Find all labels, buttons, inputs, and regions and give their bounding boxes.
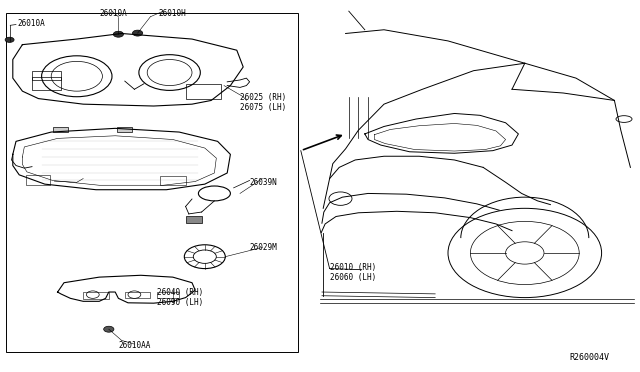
Text: 26010A: 26010A bbox=[99, 9, 127, 18]
Bar bbox=[125, 292, 150, 298]
Text: 26010H: 26010H bbox=[159, 9, 186, 18]
Bar bbox=[157, 292, 179, 298]
Bar bbox=[83, 292, 109, 299]
Bar bbox=[6, 13, 298, 352]
Text: R260004V: R260004V bbox=[570, 353, 610, 362]
Bar bbox=[32, 71, 61, 80]
Bar bbox=[186, 84, 221, 99]
Bar bbox=[186, 216, 202, 223]
Text: 26010 (RH)
26060 (LH): 26010 (RH) 26060 (LH) bbox=[330, 263, 376, 282]
Bar bbox=[32, 77, 61, 90]
Text: 26010AA: 26010AA bbox=[118, 341, 151, 350]
Bar bbox=[26, 175, 50, 185]
Bar bbox=[160, 176, 186, 185]
Circle shape bbox=[132, 30, 143, 36]
Text: 26040 (RH)
26090 (LH): 26040 (RH) 26090 (LH) bbox=[157, 288, 203, 307]
Bar bbox=[117, 127, 132, 132]
Circle shape bbox=[5, 37, 14, 42]
Text: 26025 (RH)
26075 (LH): 26025 (RH) 26075 (LH) bbox=[240, 93, 286, 112]
Circle shape bbox=[104, 326, 114, 332]
Text: 26010A: 26010A bbox=[18, 19, 45, 28]
Text: 26039N: 26039N bbox=[250, 178, 277, 187]
Text: 26029M: 26029M bbox=[250, 243, 277, 252]
Circle shape bbox=[113, 31, 124, 37]
Bar bbox=[53, 127, 68, 132]
